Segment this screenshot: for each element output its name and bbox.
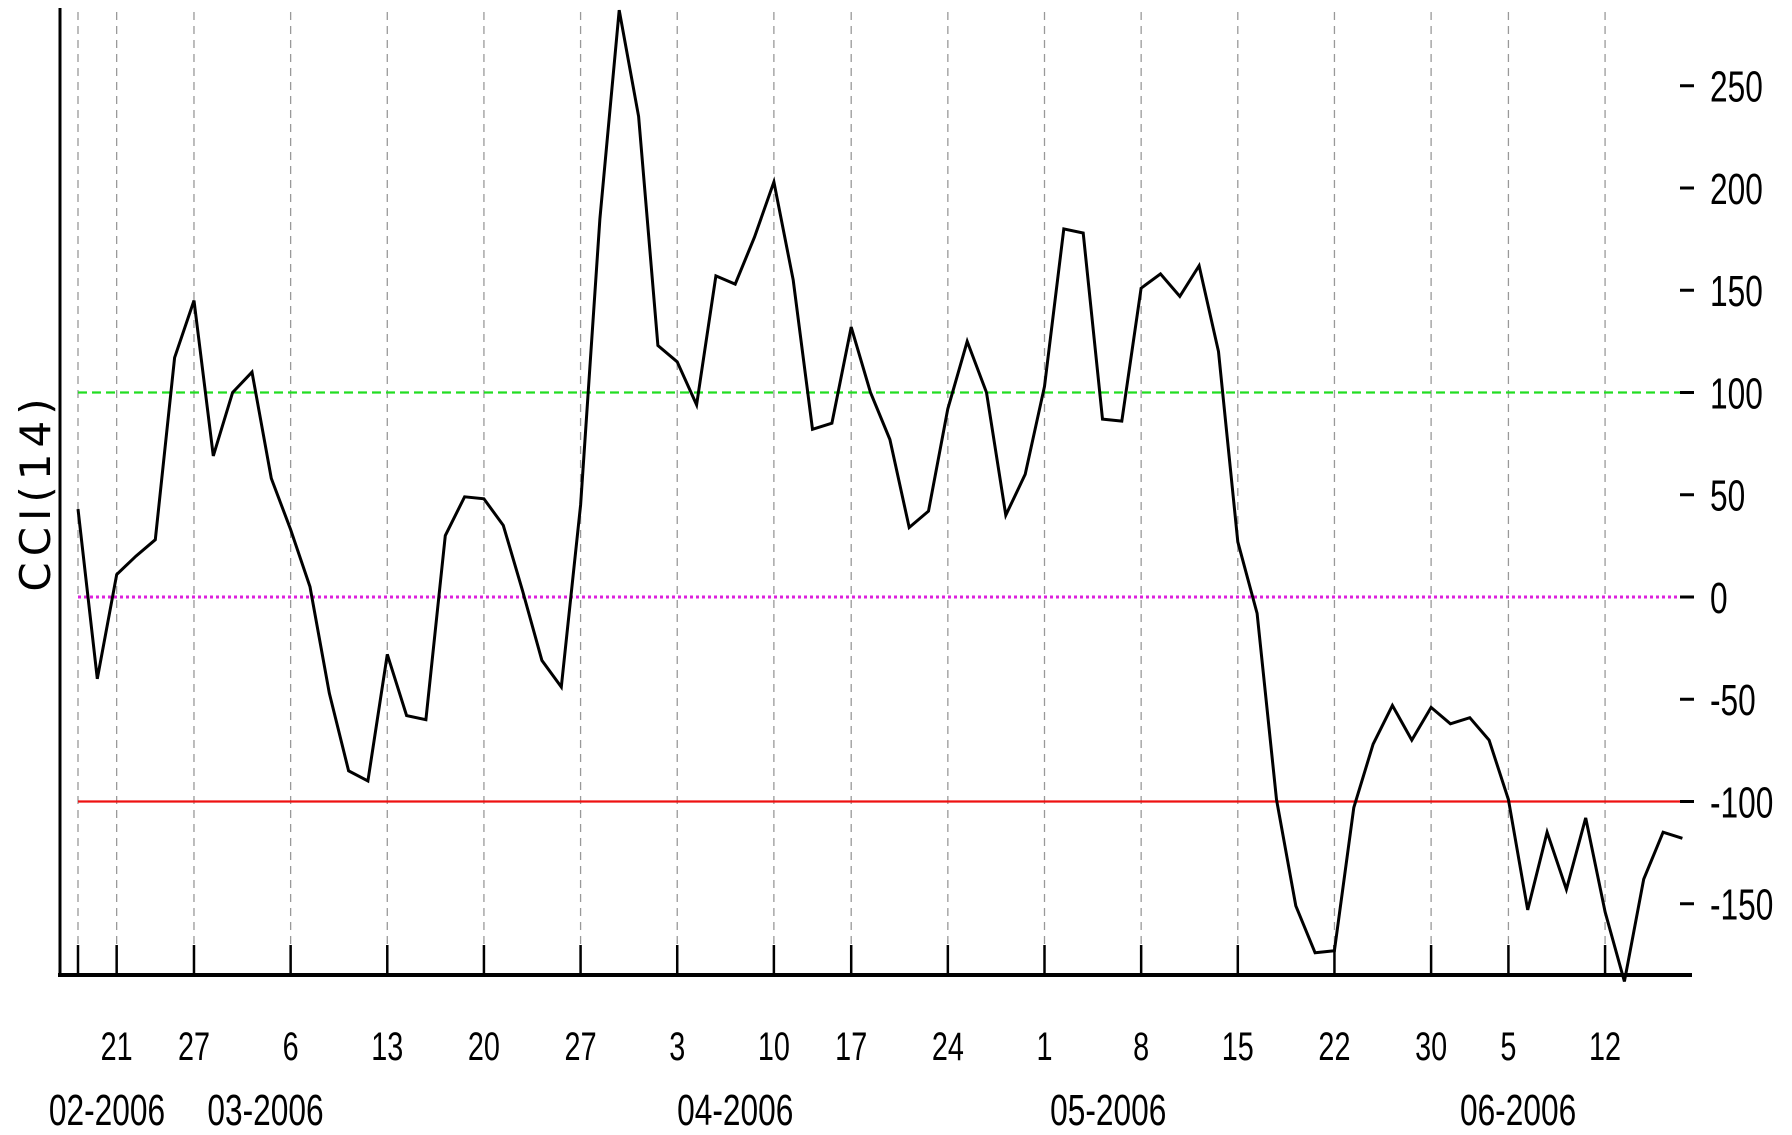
month-label: 03-2006 (207, 1086, 323, 1135)
y-tick-label: 250 (1710, 63, 1763, 112)
cci-series-line (76, 9, 1683, 982)
x-tick-label: 22 (1318, 1024, 1350, 1069)
x-tick-label: 3 (669, 1024, 685, 1069)
reference-lines (78, 391, 1680, 803)
y-tick-label: -150 (1710, 881, 1773, 930)
y-tick-label: 0 (1710, 574, 1728, 623)
x-tick-label: 8 (1133, 1024, 1149, 1069)
vertical-gridlines (77, 12, 1606, 975)
x-tick-label: 1 (1036, 1024, 1052, 1069)
month-label: 02-2006 (49, 1086, 165, 1135)
series-group (76, 9, 1683, 982)
x-tick-label: 27 (565, 1024, 597, 1069)
y-tick-label: -100 (1710, 778, 1773, 827)
x-tick-label: 21 (101, 1024, 133, 1069)
x-tick-label: 20 (468, 1024, 500, 1069)
y-tick-labels: 250 200 150 100 50 0 -50 -100 -150 (1680, 63, 1773, 930)
x-tick-label: 12 (1589, 1024, 1621, 1069)
x-tick-label: 17 (835, 1024, 867, 1069)
y-tick-label: 50 (1710, 472, 1745, 521)
x-tick-label: 6 (283, 1024, 299, 1069)
y-axis-title: CCI(14) (11, 392, 60, 591)
y-tick-label: 150 (1710, 267, 1763, 316)
x-tick-label: 10 (758, 1024, 790, 1069)
y-tick-label: 200 (1710, 165, 1763, 214)
x-tick-label: 5 (1500, 1024, 1516, 1069)
axes (58, 8, 1692, 977)
month-label: 05-2006 (1050, 1086, 1166, 1135)
x-tick-label: 15 (1222, 1024, 1254, 1069)
x-tick-label: 24 (932, 1024, 964, 1069)
x-tick-label: 30 (1415, 1024, 1447, 1069)
x-tick-label: 27 (178, 1024, 210, 1069)
x-tick-labels: 21 27 6 13 20 27 3 10 17 24 1 8 15 22 30 5 12 (101, 1024, 1621, 1069)
month-labels: 02-2006 03-2006 04-2006 05-2006 06-2006 (49, 1086, 1576, 1135)
x-tick-label: 13 (371, 1024, 403, 1069)
y-tick-label: 100 (1710, 369, 1763, 418)
month-label: 04-2006 (677, 1086, 793, 1135)
y-tick-label: -50 (1710, 676, 1756, 725)
month-label: 06-2006 (1460, 1086, 1576, 1135)
